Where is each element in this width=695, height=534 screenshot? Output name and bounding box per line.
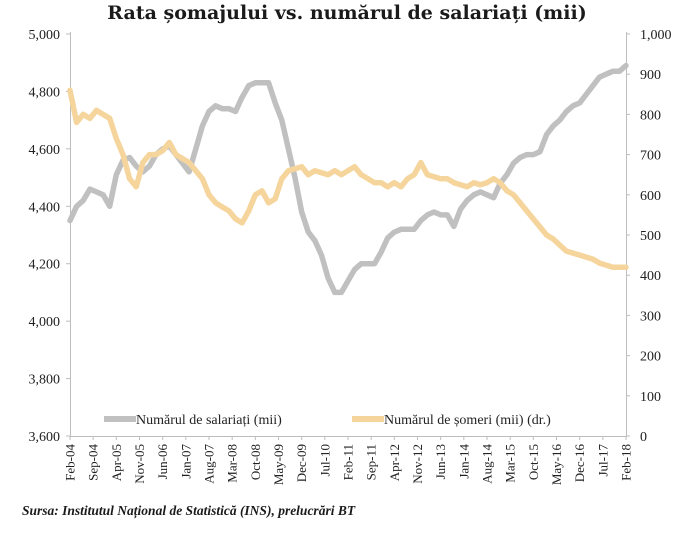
x-tick-label: Feb-18 — [619, 444, 634, 481]
x-tick-label: Jun-13 — [433, 444, 448, 479]
legend-label-someri: Numărul de șomeri (mii) (dr.) — [384, 413, 551, 428]
x-tick-label: Feb-11 — [341, 444, 356, 480]
left-tick-label: 4,600 — [29, 143, 61, 158]
left-tick-label: 5,000 — [29, 28, 61, 43]
left-axis-ticks: 3,600 3,800 4,000 4,200 4,400 4,600 4,800 5,000 — [29, 28, 70, 445]
x-tick-label: Sep-04 — [86, 444, 101, 481]
series-line-salariati — [67, 62, 629, 296]
x-tick-label: Jul-10 — [317, 444, 332, 477]
x-axis-ticks: Feb-04 Sep-04 Apr-05 Nov-05 Jun-06 Jan-07 Aug-… — [63, 436, 634, 485]
right-tick-label: 600 — [640, 189, 661, 204]
x-tick-label: Jun-06 — [155, 444, 170, 480]
left-tick-label: 4,800 — [29, 85, 61, 100]
right-tick-label: 300 — [640, 309, 661, 324]
x-tick-label: Apr-05 — [109, 444, 124, 481]
x-tick-label: Nov-12 — [410, 444, 425, 484]
series-line-someri — [67, 87, 629, 270]
x-tick-label: Feb-04 — [63, 444, 78, 481]
right-tick-label: 700 — [640, 149, 661, 164]
right-tick-label: 100 — [640, 390, 661, 405]
x-tick-label: Dec-16 — [572, 444, 587, 483]
legend-label-salariati: Numărul de salariați (mii) — [136, 413, 282, 428]
x-tick-label: Oct-08 — [248, 444, 263, 480]
left-tick-label: 4,400 — [29, 200, 61, 215]
chart-title: Rata șomajului vs. numărul de salariați … — [107, 2, 586, 24]
right-tick-label: 900 — [640, 68, 661, 83]
right-tick-label: 500 — [640, 229, 661, 244]
x-tick-label: Jul-17 — [595, 444, 610, 477]
x-tick-label: Aug-14 — [480, 444, 495, 484]
x-tick-label: Mar-15 — [503, 444, 518, 483]
x-tick-label: Jan-07 — [178, 444, 193, 479]
left-tick-label: 3,600 — [29, 430, 61, 445]
right-tick-label: 200 — [640, 350, 661, 365]
left-tick-label: 4,000 — [29, 315, 61, 330]
x-tick-label: Apr-12 — [387, 444, 402, 481]
x-tick-label: Sep-11 — [364, 444, 379, 480]
right-tick-label: 1,000 — [640, 28, 672, 43]
x-tick-label: Oct-15 — [526, 444, 541, 480]
right-tick-label: 0 — [640, 430, 647, 445]
left-tick-label: 4,200 — [29, 258, 61, 273]
legend: Numărul de salariați (mii) Numărul de șo… — [104, 413, 551, 428]
right-tick-label: 800 — [640, 108, 661, 123]
x-tick-label: Aug-07 — [202, 444, 217, 484]
x-tick-label: Mar-08 — [225, 444, 240, 483]
x-tick-label: Jan-14 — [456, 444, 471, 479]
right-tick-label: 400 — [640, 269, 661, 284]
x-tick-label: Dec-09 — [294, 444, 309, 482]
right-axis-ticks: 0 100 200 300 400 500 600 700 800 900 1,000 — [626, 28, 672, 445]
source-note: Sursa: Institutul Național de Statistică… — [22, 503, 356, 519]
x-tick-label: Nov-05 — [132, 444, 147, 484]
left-tick-label: 3,800 — [29, 373, 61, 388]
x-tick-label: May-09 — [271, 444, 286, 485]
x-tick-label: May-16 — [549, 444, 564, 486]
